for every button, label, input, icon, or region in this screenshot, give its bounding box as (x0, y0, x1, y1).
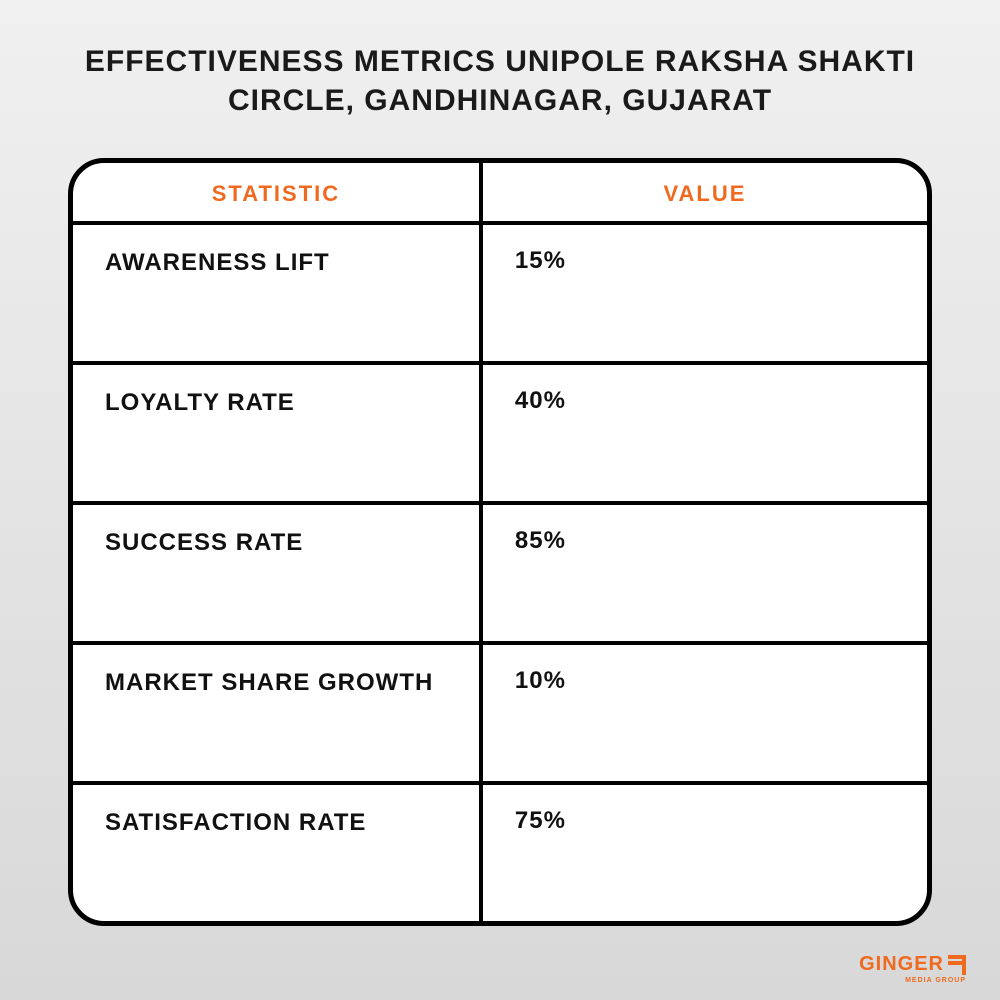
table-row: SUCCESS RATE 85% (73, 501, 927, 641)
statistic-value: 75% (483, 785, 927, 921)
statistic-value: 15% (483, 225, 927, 361)
statistic-label: SUCCESS RATE (73, 505, 483, 641)
statistic-value: 40% (483, 365, 927, 501)
logo-subtext: MEDIA GROUP (905, 977, 966, 984)
statistic-label: MARKET SHARE GROWTH (73, 645, 483, 781)
statistic-label: SATISFACTION RATE (73, 785, 483, 921)
table-header-row: STATISTIC VALUE (73, 163, 927, 221)
statistic-value: 85% (483, 505, 927, 641)
table-row: LOYALTY RATE 40% (73, 361, 927, 501)
logo-text: GINGER (859, 953, 944, 976)
brand-logo: GINGER MEDIA GROUP (859, 953, 966, 976)
metrics-table: STATISTIC VALUE AWARENESS LIFT 15% LOYAL… (68, 158, 932, 926)
page-title: EFFECTIVENESS METRICS UNIPOLE RAKSHA SHA… (0, 0, 1000, 120)
table-row: AWARENESS LIFT 15% (73, 221, 927, 361)
table-row: SATISFACTION RATE 75% (73, 781, 927, 921)
statistic-label: AWARENESS LIFT (73, 225, 483, 361)
column-header-statistic: STATISTIC (73, 163, 483, 221)
logo-bars-icon (948, 955, 966, 975)
table-row: MARKET SHARE GROWTH 10% (73, 641, 927, 781)
column-header-value: VALUE (483, 163, 927, 221)
statistic-value: 10% (483, 645, 927, 781)
statistic-label: LOYALTY RATE (73, 365, 483, 501)
